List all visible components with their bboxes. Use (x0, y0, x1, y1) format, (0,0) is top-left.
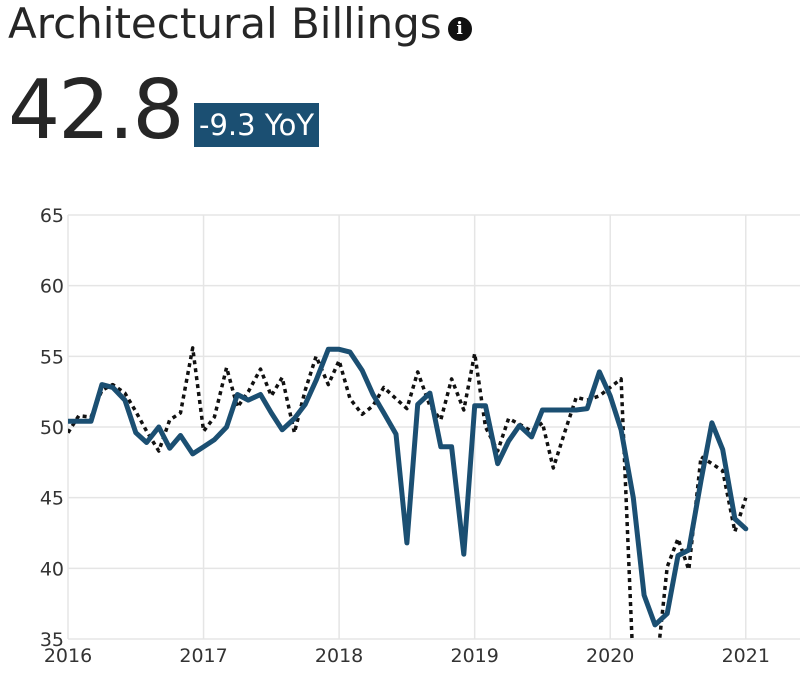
x-tick-label: 2017 (179, 645, 227, 667)
y-tick-label: 65 (40, 205, 64, 227)
line-chart: 35 40 45 50 55 60 65 2016 2017 2018 2019 2020 2021 (40, 205, 800, 667)
x-axis: 2016 2017 2018 2019 2020 2021 (44, 645, 770, 667)
x-tick-label: 2016 (44, 645, 92, 667)
y-tick-label: 55 (40, 346, 64, 368)
x-tick-label: 2020 (586, 645, 634, 667)
y-tick-label: 50 (40, 417, 64, 439)
x-tick-label: 2019 (450, 645, 498, 667)
chart-title-text: Architectural Billings (8, 0, 442, 48)
y-tick-label: 40 (40, 558, 64, 580)
y-tick-label: 45 (40, 488, 64, 510)
yoy-change-badge: -9.3 YoY (194, 103, 320, 147)
solid-series-line (68, 346, 749, 628)
chart-title: Architectural Billings i (8, 0, 472, 50)
current-value: 42.8 (8, 63, 185, 158)
x-tick-label: 2018 (315, 645, 363, 667)
chart-series (68, 346, 749, 639)
chart-grid (67, 214, 800, 640)
x-tick-label: 2021 (722, 645, 770, 667)
y-tick-label: 35 (40, 629, 64, 651)
y-axis: 35 40 45 50 55 60 65 (40, 205, 64, 651)
y-tick-label: 60 (40, 276, 64, 298)
dotted-series-line (68, 346, 748, 639)
info-circle-icon[interactable]: i (447, 17, 472, 41)
